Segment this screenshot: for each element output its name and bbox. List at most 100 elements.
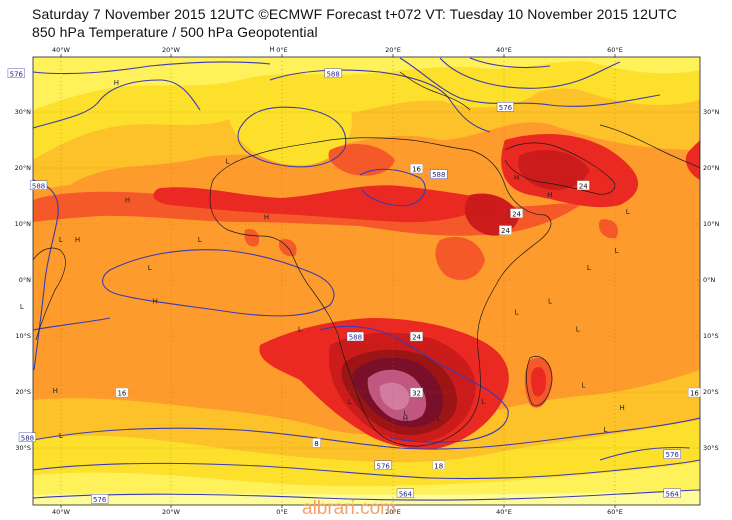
geopotential-contour-label: 588 — [324, 68, 342, 78]
lon-label: 20°E — [385, 508, 401, 516]
low-pressure-mark: L — [298, 325, 302, 333]
lat-label: 10°S — [703, 332, 719, 340]
lon-label: 0°E — [276, 46, 288, 54]
geopotential-contours — [33, 57, 700, 501]
lon-label: 60°E — [607, 46, 623, 54]
low-pressure-mark: L — [148, 264, 152, 272]
lon-label: 0°E — [276, 508, 288, 516]
high-pressure-mark: H — [403, 415, 408, 423]
low-pressure-mark: L — [576, 325, 580, 333]
lat-label: 30°S — [15, 444, 31, 452]
geopotential-contour-label-text: 576 — [10, 70, 24, 78]
high-pressure-mark: H — [114, 79, 119, 87]
temperature-contour-label: 24 — [576, 180, 590, 190]
lat-labels-left: 30°N 20°N 10°N 0°N 10°S 20°S 30°S — [15, 108, 32, 452]
temperature-contour-label-text: 16 — [690, 390, 699, 398]
lat-labels-right: 30°N 20°N 10°N 0°N 10°S 20°S 30°S — [703, 108, 720, 452]
lon-label: 60°E — [607, 508, 623, 516]
lat-label: 20°S — [15, 388, 31, 396]
low-pressure-mark: L — [515, 309, 519, 317]
temperature-contour-label-text: 24 — [412, 334, 421, 342]
lon-labels-bottom: 40°W 20°W 0°E 20°E 40°E 60°E — [52, 508, 623, 516]
low-pressure-mark: L — [198, 236, 202, 244]
lon-label: 20°W — [162, 508, 181, 516]
high-pressure-mark: H — [53, 387, 58, 395]
geopotential-contour-label-text: 588 — [349, 334, 362, 342]
geopotential-contour-label-text: 576 — [499, 104, 513, 112]
geopotential-contour-label: 576 — [91, 494, 109, 504]
map-labels: 16 24 24 24 24 32 16 16 18 8 576 588 588 588 576 588 588… — [7, 45, 701, 504]
lon-label: 40°E — [496, 508, 512, 516]
high-pressure-mark: H — [620, 404, 625, 412]
geopotential-contour-label: 576 — [663, 449, 681, 459]
temperature-contour-label-text: 32 — [412, 390, 421, 398]
map-subtitle: 850 hPa Temperature / 500 hPa Geopotenti… — [32, 24, 318, 40]
high-pressure-mark: H — [264, 213, 269, 221]
low-pressure-mark: L — [59, 236, 63, 244]
temperature-contour-label-text: 24 — [512, 210, 521, 218]
geopotential-contour-label: 576 — [496, 102, 515, 112]
high-pressure-mark: H — [75, 236, 80, 244]
lon-label: 40°W — [52, 508, 71, 516]
lat-label: 20°N — [15, 164, 32, 172]
temperature-contour-label: 24 — [499, 225, 512, 235]
low-pressure-mark: L — [20, 303, 24, 311]
geopotential-contour-label: 588 — [346, 331, 364, 342]
temperature-contour-label-text: 24 — [501, 227, 510, 235]
lat-label: 10°N — [15, 220, 32, 228]
lon-labels-top: 40°W 20°W 0°E 20°E 40°E 60°E — [52, 46, 623, 54]
graticule — [33, 57, 700, 505]
axis-ticks — [60, 54, 616, 508]
watermark-text: albrari.com — [302, 498, 396, 519]
high-pressure-mark: H — [153, 297, 158, 305]
lat-label: 30°N — [15, 108, 32, 116]
low-pressure-mark: L — [626, 208, 630, 216]
map-title: Saturday 7 November 2015 12UTC ©ECMWF Fo… — [32, 6, 678, 22]
lon-label: 20°W — [162, 46, 181, 54]
lon-label: 40°W — [52, 46, 71, 54]
lat-label: 0°N — [703, 276, 715, 284]
geopotential-contour-label-text: 588 — [21, 434, 34, 442]
lat-label: 20°S — [703, 388, 719, 396]
low-pressure-mark: L — [581, 381, 585, 389]
low-pressure-mark: L — [587, 264, 591, 272]
geopotential-contour-label: 588 — [430, 169, 448, 179]
geopotential-contour-label: 588 — [18, 432, 37, 442]
temperature-contour-label-text: 8 — [314, 440, 318, 448]
temperature-contour-label: 18 — [432, 460, 446, 470]
temperature-contour-label: 32 — [410, 387, 423, 398]
lat-label: 10°N — [703, 220, 720, 228]
temperature-field — [33, 57, 700, 505]
low-pressure-mark: L — [403, 409, 407, 417]
geopotential-contour-label: 576 — [374, 460, 392, 470]
high-pressure-mark: H — [514, 174, 519, 182]
low-pressure-mark: L — [604, 426, 608, 434]
geopotential-contour-label-text: 576 — [666, 451, 680, 459]
low-pressure-mark: L — [615, 247, 619, 255]
geopotential-contour-label-text: 588 — [32, 182, 45, 190]
geopotential-contour-label-text: 564 — [666, 490, 680, 498]
temperature-contour-label: 16 — [688, 387, 701, 398]
high-pressure-mark: H — [125, 197, 130, 205]
geopotential-contour-label: 576 — [7, 68, 25, 78]
temperature-contour-label: 24 — [510, 208, 523, 218]
geopotential-contour-label-text: 588 — [432, 171, 445, 179]
temperature-contour-label: 16 — [410, 163, 423, 174]
low-pressure-mark: L — [481, 398, 485, 406]
low-pressure-mark: L — [348, 398, 352, 406]
lon-label: 20°E — [385, 46, 401, 54]
low-pressure-mark: L — [59, 432, 63, 440]
temperature-contour-label-text: 18 — [434, 462, 443, 470]
map-frame — [32, 56, 701, 506]
geopotential-contour-label: 564 — [663, 488, 681, 498]
temperature-contour-label: 8 — [312, 438, 321, 448]
geopotential-contour-label: 564 — [396, 488, 415, 498]
geopotential-contour-label-text: 576 — [93, 496, 107, 504]
temperature-contour-label: 24 — [410, 331, 423, 342]
geopotential-contour-label-text: 564 — [399, 490, 413, 498]
temperature-contour-label-text: 16 — [412, 166, 421, 174]
lat-label: 30°S — [703, 444, 719, 452]
temperature-contour-label-text: 24 — [579, 182, 588, 190]
low-pressure-mark: L — [548, 297, 552, 305]
